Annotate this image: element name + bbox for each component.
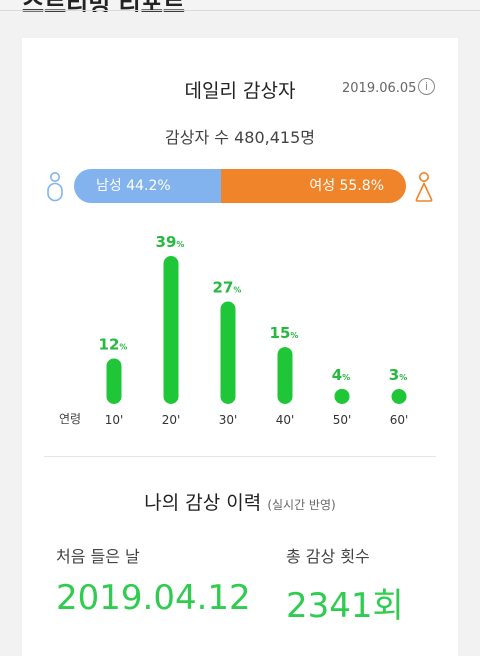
age-bar-value-label: 4% [332,366,350,384]
age-tick-label: 60' [390,413,409,427]
age-bar-value-label: 3% [389,366,407,384]
listener-count: 감상자 수 480,415명 [165,128,315,147]
age-tick-label: 40' [276,413,295,427]
age-axis-label: 연령 [59,412,82,426]
age-tick-label: 10' [105,413,124,427]
age-bar-30' [220,301,236,404]
daily-listeners-card: 데일리 감상자 2019.06.05 i 감상자 수 480,415명 남성 4… [22,38,458,656]
age-tick-label: 20' [162,413,181,427]
age-bar-50' [334,388,350,404]
gender-ratio-bar: 남성 44.2% 여성 55.8% [74,169,406,203]
male-ratio-segment: 남성 44.2% [74,169,221,203]
header-divider [0,10,480,11]
age-bar-value-label: 39% [156,233,185,251]
section-divider [44,456,436,457]
person-female-icon [415,172,433,202]
daily-listeners-title: 데일리 감상자 [184,80,296,102]
age-tick-label: 50' [333,413,352,427]
age-bar-40' [277,347,293,404]
person-male-icon [47,172,63,202]
age-bar-value-label: 12% [99,335,128,353]
age-distribution-chart: 12% 10' 39% 20' 27% 30' 15% 40' 4% 50' 3% 60' [99,233,409,427]
page-header: 스트리밍 리포트 [0,0,480,12]
first-listened-label: 처음 들은 날 [56,547,140,566]
first-listened-value: 2019.04.12 [56,578,251,618]
history-subtitle: (실시간 반영) [267,498,336,512]
info-icon[interactable]: i [418,78,435,95]
page-title: 스트리밍 리포트 [22,0,185,12]
age-bar-value-label: 15% [270,324,299,342]
age-bar-20' [163,256,179,404]
age-bar-value-label: 27% [213,279,242,297]
age-tick-label: 30' [219,413,238,427]
history-title-text: 나의 감상 이력 [144,492,262,514]
male-ratio-label: 남성 44.2% [96,178,171,194]
total-count-value: 2341회 [286,586,404,626]
total-count-label: 총 감상 횟수 [286,547,370,566]
female-ratio-label: 여성 55.8% [309,178,384,194]
daily-date: 2019.06.05 [342,81,417,96]
age-bar-10' [106,358,122,404]
age-bar-60' [391,389,407,404]
history-title: 나의 감상 이력 (실시간 반영) [22,488,458,515]
female-ratio-segment: 여성 55.8% [220,169,406,203]
